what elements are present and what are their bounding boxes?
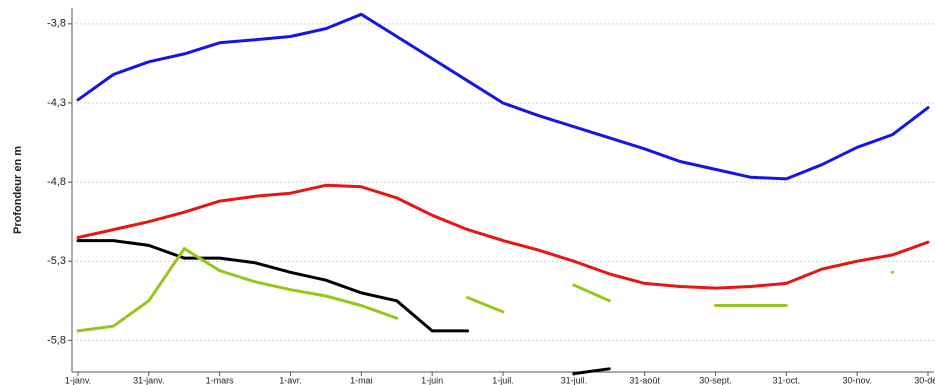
- series-line: [76, 239, 611, 376]
- y-tick-label: -5,3: [47, 255, 66, 267]
- x-tick-label: 30-nov.: [842, 375, 871, 385]
- y-tick-label: -5,8: [47, 334, 66, 346]
- x-tick-label: 1-janv.: [65, 375, 91, 385]
- y-axis-label: Profondeur en m: [12, 146, 24, 234]
- x-tick-label: 1-juil.: [492, 375, 514, 385]
- y-tick-label: -3,8: [47, 18, 66, 30]
- y-tick-label: -4,3: [47, 97, 66, 109]
- x-tick-label: 1-avr.: [279, 375, 302, 385]
- series-line: [76, 183, 930, 290]
- x-tick-label: 30-déc: [914, 375, 935, 385]
- series-line: [76, 247, 895, 333]
- x-tick-label: 31-juil.: [561, 375, 588, 385]
- y-tick-label: -4,8: [47, 176, 66, 188]
- x-tick-label: 31-août: [629, 375, 660, 385]
- x-tick-label: 1-mars: [206, 375, 235, 385]
- x-tick-label: 30-sept.: [699, 375, 732, 385]
- x-tick-label: 31-oct.: [773, 375, 801, 385]
- x-tick-label: 1-juin: [421, 375, 443, 385]
- x-tick-label: 1-mai: [350, 375, 373, 385]
- series-line: [76, 12, 930, 181]
- x-tick-label: 31-janv.: [133, 375, 164, 385]
